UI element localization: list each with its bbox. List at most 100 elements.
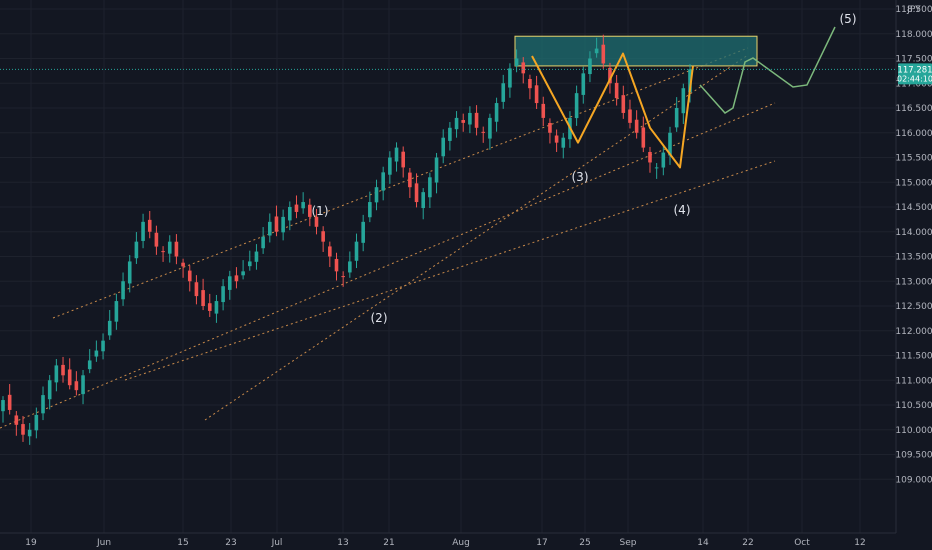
- time-tick: Jul: [271, 538, 283, 548]
- candle-body: [521, 62, 526, 74]
- candle-body: [454, 117, 459, 130]
- candle-body: [27, 429, 32, 437]
- candle-body: [608, 67, 612, 84]
- price-tick: 118.500: [895, 5, 932, 15]
- candle-body: [321, 231, 325, 242]
- wave-label-5: (5): [840, 12, 857, 26]
- time-tick: 12: [854, 538, 865, 548]
- wave-labels: (1) (2) (3) (4) (5): [312, 12, 857, 325]
- price-tick: 112.000: [895, 327, 932, 337]
- candle-body: [448, 127, 452, 141]
- candle-body: [488, 117, 492, 139]
- price-tick: 113.500: [895, 253, 932, 263]
- candle-body: [121, 281, 125, 300]
- candle-body: [21, 424, 25, 435]
- price-tick: 111.500: [895, 352, 932, 362]
- candle-body: [167, 241, 172, 254]
- price-tick: 110.000: [895, 426, 932, 436]
- price-tick: 114.000: [895, 228, 932, 238]
- candle-body: [241, 271, 245, 276]
- candle-body: [528, 78, 532, 89]
- time-tick: 17: [536, 538, 547, 548]
- candle-body: [14, 415, 19, 425]
- candle-body: [1, 400, 5, 412]
- candle-body: [221, 286, 225, 303]
- candle-body: [641, 127, 646, 148]
- wave-projection-path: [531, 52, 694, 169]
- candle-body: [81, 375, 85, 395]
- candle-body: [348, 261, 352, 273]
- candle-body: [421, 192, 426, 209]
- trendline: [124, 160, 776, 381]
- candle-body: [114, 301, 119, 322]
- candle-body: [194, 282, 199, 297]
- candle-body: [274, 216, 279, 232]
- candle-body: [334, 258, 339, 272]
- time-tick: 14: [697, 538, 709, 548]
- time-tick: 25: [579, 538, 590, 548]
- candle-body: [688, 69, 692, 93]
- wave-label-4: (4): [674, 203, 691, 217]
- candle-body: [648, 151, 652, 163]
- candle-body: [294, 204, 299, 212]
- candle-body: [574, 93, 579, 119]
- candle-body: [154, 232, 159, 247]
- candle-body: [654, 167, 659, 169]
- candle-body: [361, 221, 365, 243]
- candle-body: [101, 340, 105, 352]
- time-tick: 22: [742, 538, 753, 548]
- price-tick: 110.500: [895, 401, 932, 411]
- candle-body: [227, 276, 232, 290]
- candle-body: [201, 290, 205, 306]
- time-tick: Oct: [794, 538, 810, 548]
- time-axis-ticks: 19 Jun 15 23 Jul 13 21 Aug 17 25 Sep 14 22 Oct 12: [25, 538, 865, 548]
- price-tick: 115.000: [895, 178, 932, 188]
- projection-lines: [531, 26, 836, 169]
- candle-body: [668, 132, 672, 156]
- candle-body: [127, 261, 132, 284]
- target-projection-path: [699, 26, 836, 114]
- resistance-zone: [514, 35, 758, 67]
- candle-body: [354, 241, 359, 261]
- candle-body: [134, 241, 139, 259]
- candle-body: [501, 83, 506, 102]
- candle-body: [594, 48, 599, 54]
- candle-body: [67, 369, 72, 386]
- time-tick: 23: [225, 538, 236, 548]
- candle-body: [61, 364, 65, 376]
- candle-body: [541, 103, 546, 118]
- candle-body: [588, 58, 592, 75]
- candle-body: [381, 172, 385, 191]
- time-tick: Aug: [452, 538, 470, 548]
- candle-body: [281, 216, 285, 233]
- candle-body: [514, 58, 519, 67]
- time-tick: 15: [177, 538, 188, 548]
- candle-body: [474, 112, 479, 128]
- candle-body: [328, 246, 332, 257]
- wave-label-2: (2): [371, 311, 388, 325]
- candle-body: [141, 221, 145, 241]
- candle-body: [7, 394, 12, 410]
- candle-body: [207, 303, 212, 311]
- time-axis[interactable]: [0, 533, 932, 550]
- candle-body: [47, 380, 52, 400]
- candle-body: [301, 202, 305, 209]
- trendline: [52, 47, 749, 319]
- candle-body: [414, 183, 419, 203]
- candle-body: [428, 177, 432, 198]
- bar-countdown: 02:44:10: [897, 74, 932, 83]
- time-tick: 21: [383, 538, 394, 548]
- wave-label-3: (3): [572, 170, 589, 184]
- price-axis[interactable]: [896, 0, 932, 533]
- candle-body: [508, 68, 512, 88]
- candle-body: [187, 270, 192, 282]
- price-tick: 117.500: [895, 55, 932, 65]
- price-tick: 112.500: [895, 302, 932, 312]
- candle-body: [441, 137, 446, 157]
- candlesticks: [1, 34, 692, 445]
- candle-body: [341, 276, 345, 278]
- candle-body: [394, 147, 399, 162]
- candle-body: [581, 73, 586, 95]
- price-axis-ticks: 109.000 109.500 110.000 110.500 111.000 111.5…: [895, 5, 932, 485]
